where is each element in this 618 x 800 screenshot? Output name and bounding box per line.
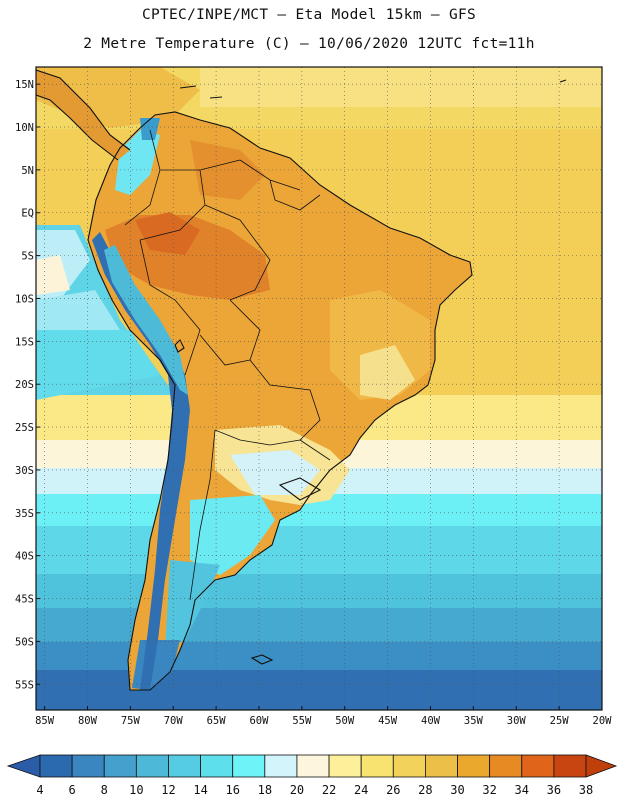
map-subtitle: 2 Metre Temperature (C) – 10/06/2020 12U… (83, 36, 535, 52)
ocean-band-16 (36, 526, 602, 576)
colorbar-label: 30 (450, 783, 464, 797)
colorbar-label: 12 (161, 783, 175, 797)
colorbar-label: 4 (36, 783, 43, 797)
pacific-water-2 (36, 290, 120, 330)
colorbar-swatch (264, 754, 298, 778)
lat-tick-label: EQ (21, 208, 34, 220)
lat-tick-label: 15S (15, 336, 34, 348)
lon-tick-label: 70W (164, 715, 184, 727)
northern-patagonia (190, 495, 275, 575)
colorbar-swatch (232, 754, 266, 778)
patagonia-cool (165, 560, 220, 650)
colorbar-label: 8 (101, 783, 108, 797)
colorbar-swatch (103, 754, 137, 778)
pacific-warm-patch (36, 255, 70, 295)
lon-tick-label: 75W (121, 715, 141, 727)
colorbar (6, 754, 618, 778)
colorbar-swatch (521, 754, 555, 778)
colorbar-label: 14 (193, 783, 207, 797)
lat-tick-label: 20S (15, 379, 34, 391)
southeast-brazil-mild (360, 345, 415, 400)
lon-tick-label: 80W (78, 715, 98, 727)
lat-tick-label: 30S (15, 465, 34, 477)
lat-tick-label: 10N (15, 122, 34, 134)
temperature-field (36, 67, 602, 710)
colorbar-label: 24 (354, 783, 368, 797)
colorbar-swatch (328, 754, 362, 778)
lon-tick-label: 65W (207, 715, 227, 727)
latitude-labels: 15N 10N 5N EQ 5S 10S 15S 20S 25S 30S 35S 40S 45S 50S 5… (15, 79, 40, 691)
lat-tick-label: 5N (21, 165, 34, 177)
lat-tick-label: 5S (21, 251, 34, 263)
colorbar-label: 22 (322, 783, 336, 797)
colorbar-under-arrow (6, 754, 41, 778)
lat-tick-label: 15N (15, 79, 34, 91)
colorbar-over-arrow (585, 754, 618, 778)
central-america-coast-2 (36, 94, 119, 161)
ocean-band-10 (36, 642, 602, 672)
colorbar-label: 10 (129, 783, 143, 797)
colorbar-swatch (296, 754, 330, 778)
lat-tick-label: 35S (15, 508, 34, 520)
lon-tick-label: 45W (378, 715, 398, 727)
colombian-andes (115, 130, 160, 195)
uruguay-lagoon (278, 477, 322, 501)
colorbar-swatch (553, 754, 587, 778)
ocean-band-12 (36, 608, 602, 644)
lat-tick-label: 50S (15, 636, 34, 648)
central-america-coast (36, 69, 131, 151)
colorbar-swatch (457, 754, 491, 778)
colorbar-label: 18 (258, 783, 272, 797)
colorbar-label: 36 (547, 783, 561, 797)
lat-tick-label: 10S (15, 293, 34, 305)
lon-tick-label: 35W (464, 715, 484, 727)
lon-tick-label: 50W (335, 715, 355, 727)
lon-tick-label: 20W (593, 715, 613, 727)
map-frame (35, 66, 603, 711)
ocean-band-8 (36, 670, 602, 710)
falkland-islands (250, 654, 274, 665)
colorbar-label: 38 (579, 783, 593, 797)
colorbar-swatch (71, 754, 105, 778)
longitude-labels: 85W 80W 75W 70W 65W 60W 55W 50W 45W 40W 35W 30W 25W 2… (35, 706, 612, 727)
colorbar-label: 20 (290, 783, 304, 797)
colorbar-swatch (392, 754, 426, 778)
andes-cool-flank (104, 245, 188, 395)
lat-tick-label: 55S (15, 679, 34, 691)
colorbar-label: 26 (386, 783, 400, 797)
colorbar-swatch (39, 754, 73, 778)
lon-tick-label: 25W (550, 715, 570, 727)
colorbar-labels: 4 6 8 10 12 14 16 18 20 22 24 26 28 30 32 34 36 38 (36, 783, 593, 797)
lat-tick-label: 40S (15, 551, 34, 563)
colorbar-swatch (135, 754, 169, 778)
colorbar-swatch (200, 754, 234, 778)
caribbean-islands (179, 79, 567, 99)
colorbar-label: 34 (515, 783, 529, 797)
lon-tick-label: 60W (249, 715, 269, 727)
central-america-land (36, 70, 130, 160)
colorbar-label: 6 (69, 783, 76, 797)
ocean-band-24 (200, 67, 602, 107)
lon-tick-label: 85W (35, 715, 55, 727)
lon-tick-label: 30W (507, 715, 527, 727)
guiana-warm (190, 140, 265, 200)
lake-titicaca (174, 339, 185, 353)
colorbar-label: 32 (482, 783, 496, 797)
colorbar-label: 16 (225, 783, 239, 797)
ocean-band-14 (36, 574, 602, 610)
colorbar-swatch (360, 754, 394, 778)
lon-tick-label: 55W (292, 715, 312, 727)
pacific-water-3 (36, 330, 160, 400)
south-america-coastline (87, 111, 473, 691)
map-title: CPTEC/INPE/MCT – Eta Model 15km – GFS (141, 7, 477, 23)
lat-tick-label: 25S (15, 422, 34, 434)
lon-tick-label: 40W (421, 715, 441, 727)
colorbar-swatch (489, 754, 523, 778)
lat-tick-label: 45S (15, 594, 34, 606)
colorbar-swatch (425, 754, 458, 778)
uruguay-cool (230, 450, 320, 495)
colorbar-label: 28 (418, 783, 432, 797)
colorbar-swatch (168, 754, 201, 778)
